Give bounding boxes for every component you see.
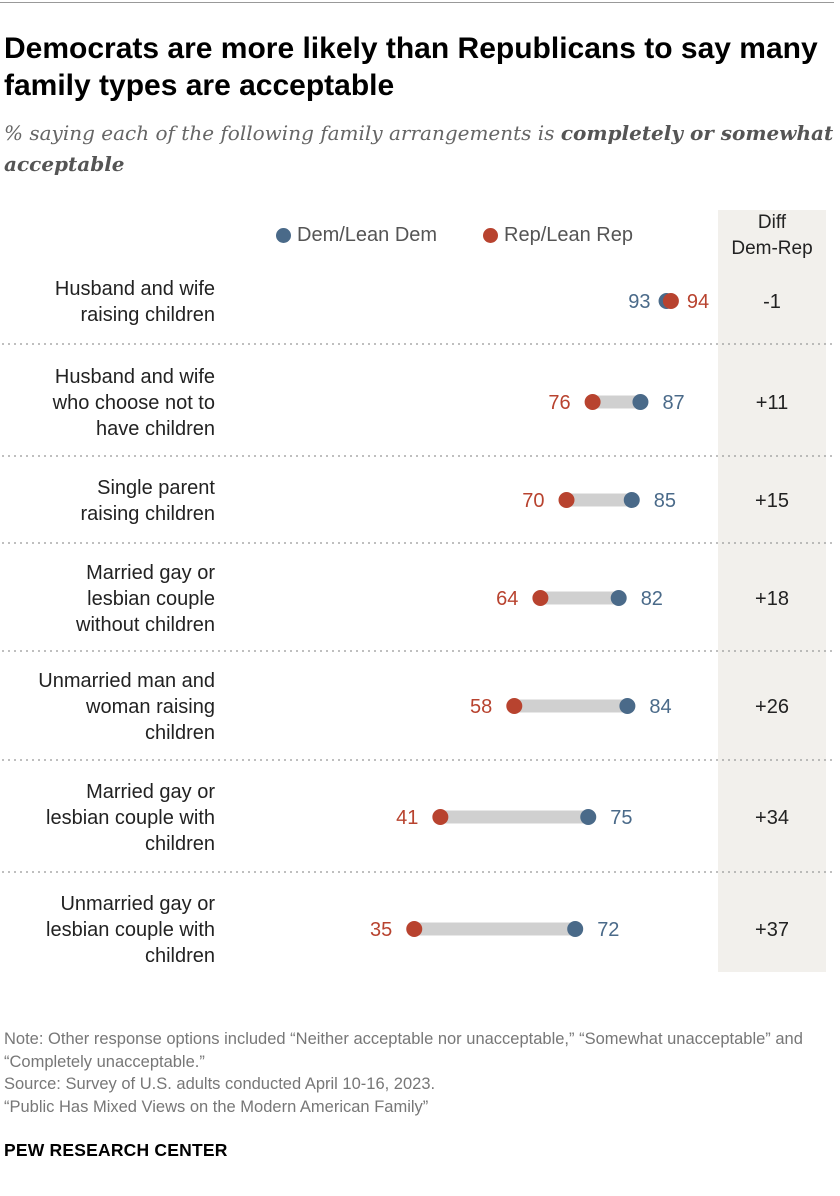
- chart-title: Democrats are more likely than Republica…: [4, 32, 818, 102]
- rep-value-label: 70: [522, 490, 544, 512]
- category-label: children: [145, 945, 215, 967]
- category-label: Single parent: [97, 477, 215, 499]
- rep-value-label: 41: [396, 807, 418, 829]
- dem-value-label: 85: [654, 490, 676, 512]
- diff-header-line-1: Diff: [757, 212, 787, 233]
- category-label: Husband and wife: [55, 278, 215, 300]
- rep-dot: [406, 921, 423, 937]
- diff-value: +34: [755, 807, 789, 829]
- dem-value-label: 82: [641, 588, 663, 610]
- legend-rep-label: Rep/Lean Rep: [504, 224, 633, 246]
- category-label: Married gay or: [86, 562, 215, 584]
- diff-value: +37: [755, 919, 789, 941]
- dem-value-label: 72: [597, 919, 619, 941]
- rep-dot: [432, 809, 449, 825]
- dem-dot: [580, 809, 597, 825]
- range-bar: [514, 699, 628, 713]
- diff-column-background: [718, 210, 826, 972]
- legend-rep-dot: [483, 228, 498, 243]
- rep-dot: [532, 590, 549, 606]
- rep-dot: [662, 293, 679, 309]
- diff-header-line-2: Dem-Rep: [731, 238, 813, 259]
- legend-rep: Rep/Lean Rep: [483, 224, 633, 247]
- subtitle-emphasis: completely or somewhat acceptable: [4, 121, 834, 176]
- range-bar: [414, 922, 576, 936]
- dem-value-label: 75: [610, 807, 632, 829]
- footnote: Note: Other response options included “N…: [4, 1028, 834, 1118]
- range-bar: [592, 395, 641, 409]
- category-label: Husband and wife: [55, 366, 215, 388]
- rep-dot: [584, 394, 601, 410]
- report-title: “Public Has Mixed Views on the Modern Am…: [4, 1097, 429, 1116]
- diff-value: +11: [756, 392, 788, 414]
- category-label: children: [145, 722, 215, 744]
- rep-value-label: 58: [470, 696, 492, 718]
- rep-dot: [558, 492, 575, 508]
- category-label: raising children: [80, 503, 215, 525]
- category-label: children: [145, 833, 215, 855]
- source-text: Source: Survey of U.S. adults conducted …: [4, 1075, 436, 1093]
- legend-dem-label: Dem/Lean Dem: [297, 224, 438, 246]
- category-label: Unmarried gay or: [60, 893, 215, 915]
- chart-subtitle: % saying each of the following family ar…: [4, 118, 834, 180]
- diff-column-header: Diff Dem-Rep: [718, 210, 826, 262]
- category-label: Married gay or: [86, 781, 215, 803]
- category-label: woman raising: [85, 696, 215, 718]
- dem-dot: [632, 394, 649, 410]
- note-text: Note: Other response options included “N…: [4, 1030, 803, 1071]
- category-label: have children: [96, 418, 215, 440]
- top-rule: [0, 2, 834, 3]
- range-bar: [566, 493, 632, 507]
- category-label: raising children: [80, 304, 215, 326]
- range-bar: [540, 591, 619, 605]
- category-label: lesbian couple: [87, 588, 215, 610]
- dem-value-label: 87: [662, 392, 684, 414]
- category-label: Unmarried man and: [38, 670, 215, 692]
- brand-logo-text: PEW RESEARCH CENTER: [4, 1140, 228, 1160]
- subtitle-text: % saying each of the following family ar…: [4, 121, 561, 145]
- dem-dot: [610, 590, 627, 606]
- rep-value-label: 35: [370, 919, 392, 941]
- rep-value-label: 76: [548, 392, 570, 414]
- rep-value-label: 94: [687, 291, 709, 313]
- diff-value: +26: [755, 696, 789, 718]
- dem-dot: [619, 698, 636, 714]
- rep-dot: [506, 698, 523, 714]
- diff-value: +18: [755, 588, 789, 610]
- range-bar: [440, 810, 589, 824]
- category-label: without children: [75, 614, 215, 636]
- dem-value-label: 93: [628, 291, 650, 313]
- rep-value-label: 64: [496, 588, 518, 610]
- diff-value: +15: [755, 490, 789, 512]
- category-label: who choose not to: [52, 392, 215, 414]
- dem-dot: [623, 492, 640, 508]
- diff-value: -1: [763, 291, 781, 313]
- legend-dem-dot: [276, 228, 291, 243]
- dem-dot: [567, 921, 584, 937]
- legend-dem: Dem/Lean Dem: [276, 224, 437, 247]
- dem-value-label: 84: [649, 696, 671, 718]
- category-label: lesbian couple with: [46, 919, 215, 941]
- category-label: lesbian couple with: [46, 807, 215, 829]
- dot-plot: Husband and wife raising children 93 94 -1 Hu…: [2, 278, 834, 967]
